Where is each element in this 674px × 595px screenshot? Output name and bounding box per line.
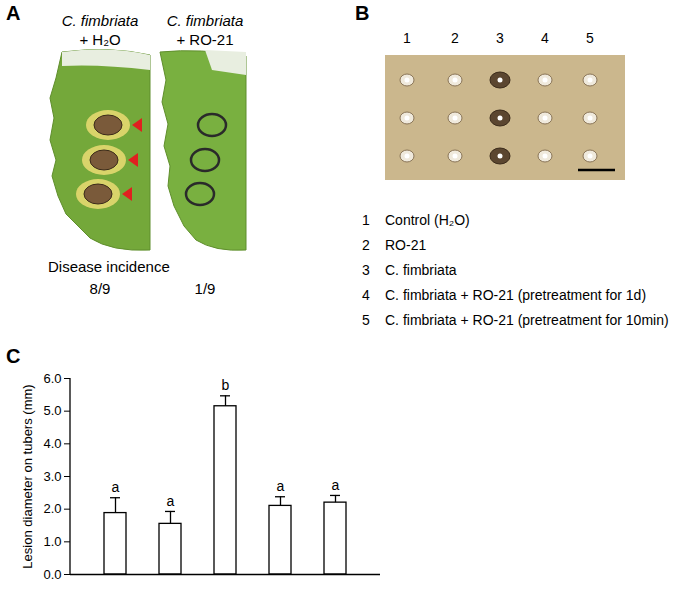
html-text:A: A bbox=[6, 2, 21, 24]
html-text:C. fimbriata + RO-21 (pretreat: C. fimbriata + RO-21 (pretreatment for 1… bbox=[385, 312, 669, 328]
html-text:Control (H₂O): Control (H₂O) bbox=[385, 212, 470, 228]
svg-text:b: b bbox=[222, 377, 230, 393]
html-text:1: 1 bbox=[403, 30, 411, 46]
html-text:1/9: 1/9 bbox=[194, 280, 216, 297]
svg-text:Lesion diameter on tubers (mm): Lesion diameter on tubers (mm) bbox=[20, 384, 35, 568]
html-text:5: 5 bbox=[586, 30, 594, 46]
html-text:C. fimbriata: C. fimbriata bbox=[385, 262, 457, 278]
html-text:2: 2 bbox=[362, 237, 370, 253]
html-text:+ RO-21: + RO-21 bbox=[176, 31, 234, 48]
html-text:4: 4 bbox=[362, 287, 370, 303]
html-text:C. fimbriata: C. fimbriata bbox=[61, 12, 139, 29]
svg-text:2.0: 2.0 bbox=[43, 501, 61, 516]
svg-text:a: a bbox=[112, 479, 120, 495]
html-text:C. fimbriata: C. fimbriata bbox=[166, 12, 244, 29]
html-text:RO-21: RO-21 bbox=[385, 237, 427, 253]
html-text:B: B bbox=[355, 2, 370, 24]
html-text:3: 3 bbox=[362, 262, 370, 278]
svg-text:a: a bbox=[167, 493, 175, 509]
html-text:5: 5 bbox=[362, 312, 370, 328]
svg-text:0.0: 0.0 bbox=[43, 567, 61, 582]
html-text:1: 1 bbox=[362, 212, 370, 228]
html-text:+ H₂O: + H₂O bbox=[79, 31, 121, 48]
html-text:3: 3 bbox=[496, 30, 504, 46]
html-text:C: C bbox=[6, 345, 21, 367]
svg-text:5.0: 5.0 bbox=[43, 403, 61, 418]
svg-text:a: a bbox=[332, 477, 340, 493]
html-text:8/9: 8/9 bbox=[89, 280, 111, 297]
html-text:Disease incidence: Disease incidence bbox=[48, 258, 170, 275]
html-text:C. fimbriata + RO-21 (pretreat: C. fimbriata + RO-21 (pretreatment for 1… bbox=[385, 287, 646, 303]
html-text:2: 2 bbox=[451, 30, 459, 46]
svg-text:6.0: 6.0 bbox=[43, 371, 61, 386]
svg-text:4.0: 4.0 bbox=[43, 436, 61, 451]
html-text:4: 4 bbox=[541, 30, 549, 46]
svg-text:3.0: 3.0 bbox=[43, 469, 61, 484]
svg-text:a: a bbox=[277, 478, 285, 494]
svg-text:1.0: 1.0 bbox=[43, 534, 61, 549]
